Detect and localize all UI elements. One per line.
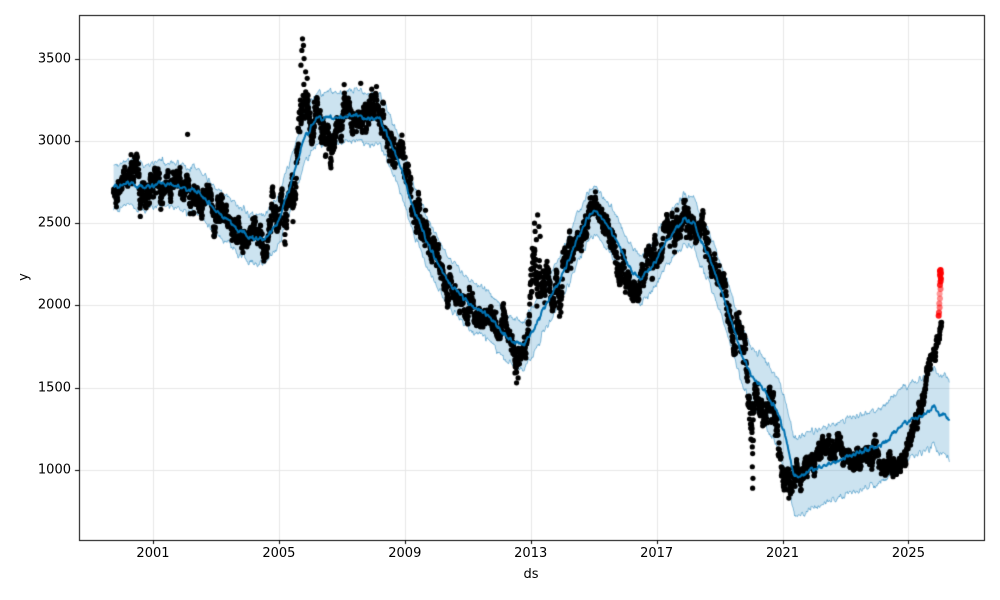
y-tick-label-3500: 3500 [37,51,71,67]
y-tick-label-2500: 2500 [37,215,71,231]
x-tick-label-2017: 2017 [640,546,674,561]
y-axis-label: y [16,273,32,281]
y-tick-label-2000: 2000 [37,297,71,313]
x-tick-label-2013: 2013 [514,546,548,561]
x-tick-label-2021: 2021 [765,546,800,561]
x-tick-label-2001: 2001 [136,546,170,561]
y-tick-label-1000: 1000 [37,462,71,478]
y-tick-label-3000: 3000 [37,133,71,149]
y-tick-label-1500: 1500 [37,380,71,396]
x-axis-label: ds [523,567,539,582]
x-tick-label-2005: 2005 [262,546,296,561]
x-tick-label-2009: 2009 [388,546,422,561]
x-tick-label-2025: 2025 [891,546,925,561]
